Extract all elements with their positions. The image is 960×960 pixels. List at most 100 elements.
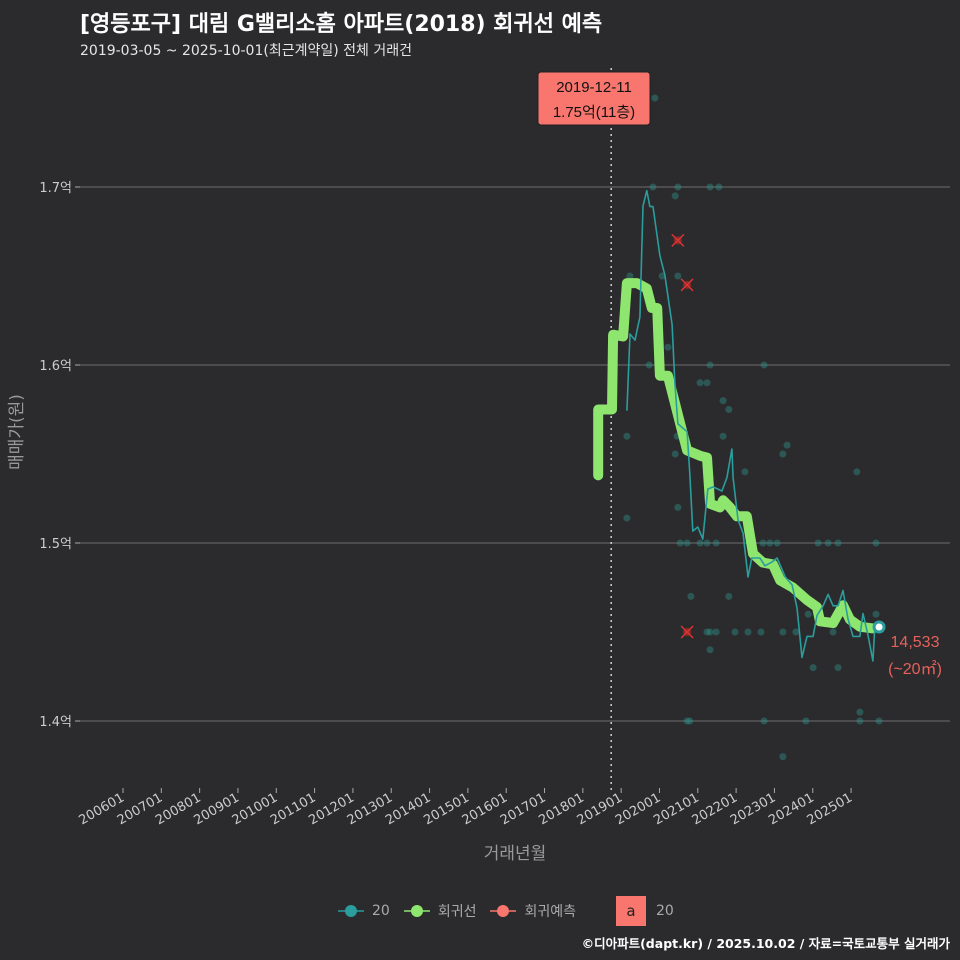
transaction-point [674, 503, 682, 511]
chart-subtitle: 2019-03-05 ~ 2025-10-01(최근계약일) 전체 거래건 [80, 43, 412, 59]
transaction-point [725, 406, 733, 413]
transaction-point [872, 539, 880, 547]
transaction-point [645, 361, 653, 369]
transaction-point [715, 183, 723, 191]
legend-label-regression: 회귀선 [437, 904, 477, 920]
legend-text-label: 20 [656, 903, 674, 919]
transaction-point [719, 432, 727, 440]
transaction-point [626, 272, 634, 280]
y-axis-title: 매매가(원) [7, 394, 27, 470]
legend-key-20 [338, 901, 364, 921]
transaction-point [696, 539, 704, 547]
transaction-point [683, 539, 691, 547]
prediction-marker [680, 625, 694, 639]
transaction-point [623, 432, 631, 440]
transaction-point [856, 708, 864, 716]
grid-lines [80, 186, 950, 722]
legend-label-20: 20 [372, 903, 390, 919]
transaction-point [834, 664, 842, 672]
chart-title: [영등포구] 대림 G밸리소홈 아파트(2018) 회귀선 예측 [80, 12, 603, 37]
x-axis-title: 거래년월 [484, 844, 547, 864]
y-tick-label: 1.4억 [39, 715, 72, 730]
prediction-marker [671, 233, 685, 247]
transaction-point [856, 717, 864, 725]
legend-key-prediction [490, 901, 517, 921]
transaction-point [829, 628, 837, 636]
transaction-point [706, 361, 714, 369]
x-icon [680, 625, 694, 639]
transaction-point [712, 539, 720, 547]
transaction-point [696, 379, 704, 387]
transaction-point [760, 361, 768, 369]
transaction-point [671, 192, 679, 200]
end-label-value: 14,533 [891, 634, 940, 651]
transaction-point [741, 468, 749, 476]
regression-line [593, 278, 878, 634]
end-label-area: (~20㎡) [888, 660, 942, 678]
legend: 20 회귀선 회귀예측 a 20 [338, 896, 688, 926]
transaction-point [671, 450, 679, 458]
transaction-point [686, 717, 694, 725]
transaction-point [872, 610, 880, 618]
transaction-point [664, 343, 672, 351]
source-caption: ©디아파트(dapt.kr) / 2025.10.02 / 자료=국토교통부 실… [581, 936, 950, 951]
transaction-point [703, 379, 711, 387]
annotation-box: 2019-12-11 1.75억(11층) [537, 71, 651, 126]
transaction-point [757, 628, 765, 636]
transaction-point [706, 646, 714, 654]
y-tick-label: 1.6억 [39, 359, 72, 374]
transaction-point [649, 183, 657, 191]
legend-text-key: a [616, 896, 646, 926]
transaction-point [802, 717, 810, 725]
legend-key-regression [403, 901, 430, 921]
transaction-point [674, 183, 682, 191]
prediction-marker [680, 278, 694, 292]
transaction-point [651, 94, 659, 102]
transaction-point [759, 539, 767, 547]
transaction-point [792, 628, 800, 636]
transaction-point [809, 664, 817, 672]
series-lines [593, 189, 880, 662]
transaction-point [760, 717, 768, 725]
transaction-point [783, 441, 791, 449]
transaction-point [703, 539, 711, 547]
y-axis-ticks: 1.4억 1.5억 1.6억 1.7억 [39, 181, 80, 730]
x-icon [680, 278, 694, 292]
end-point-center [875, 623, 883, 631]
transaction-point [875, 717, 883, 725]
transaction-point [814, 539, 822, 547]
end-point-marker [872, 620, 886, 634]
transaction-point [834, 539, 842, 547]
transaction-point [706, 183, 714, 191]
transaction-point [744, 628, 752, 636]
transaction-point [824, 539, 832, 547]
x-icon [671, 233, 685, 247]
price-line-20 [626, 189, 880, 662]
transaction-point [683, 717, 691, 725]
annotation-price: 1.75억(11층) [553, 104, 635, 121]
transaction-point [687, 592, 695, 600]
transaction-point [779, 628, 787, 636]
transaction-point [804, 610, 812, 618]
transaction-point [719, 397, 727, 405]
prediction-markers [671, 233, 694, 639]
transaction-point [773, 539, 781, 547]
transaction-point [766, 539, 774, 547]
transaction-point [703, 628, 711, 636]
transaction-point [623, 514, 631, 522]
chart: 1.4억 1.5억 1.6억 1.7억 20060120070120080120090… [7, 68, 950, 864]
scatter-points [623, 94, 883, 761]
transaction-point [779, 753, 787, 761]
transaction-point [712, 628, 720, 636]
transaction-point [676, 539, 684, 547]
transaction-point [853, 468, 861, 476]
transaction-point [725, 592, 733, 600]
legend-label-prediction: 회귀예측 [524, 904, 576, 920]
transaction-point [731, 628, 739, 636]
transaction-point [779, 450, 787, 458]
y-tick-label: 1.7억 [39, 181, 72, 196]
transaction-point [706, 628, 714, 636]
x-axis-ticks: 2006012007012008012009012010012011012012… [77, 788, 855, 828]
annotation-date: 2019-12-11 [556, 79, 632, 96]
y-tick-label: 1.5억 [39, 537, 72, 552]
